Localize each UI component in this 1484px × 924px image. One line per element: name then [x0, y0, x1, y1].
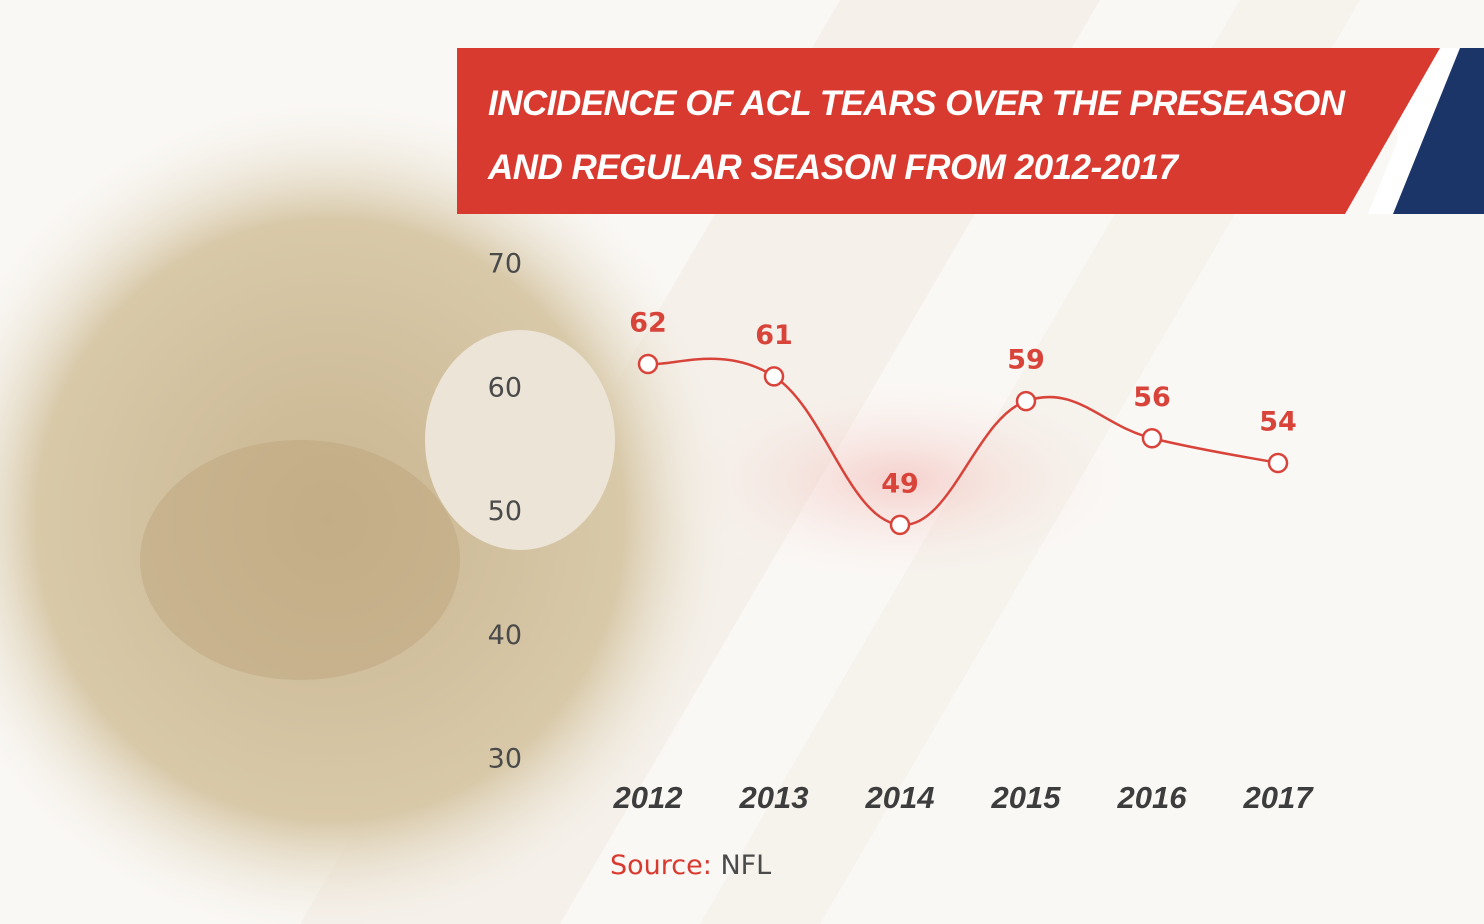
y-tick-label: 50	[488, 496, 522, 527]
data-label: 54	[1259, 407, 1297, 438]
y-tick-label: 30	[488, 744, 522, 775]
x-tick-label: 2017	[1243, 780, 1315, 815]
chart-title: INCIDENCE OF ACL TEARS OVER THE PRESEASO…	[488, 84, 1345, 187]
y-tick-label: 40	[488, 620, 522, 651]
source-name: NFL	[720, 850, 771, 881]
title-banner	[457, 48, 1484, 214]
point	[763, 366, 785, 387]
point	[1267, 452, 1289, 474]
x-tick-label: 2016	[1117, 780, 1188, 815]
x-tick-label: 2013	[739, 780, 809, 815]
y-tick-label: 60	[488, 372, 522, 403]
point	[637, 353, 659, 375]
point	[1141, 428, 1163, 449]
data-label: 61	[755, 320, 793, 351]
point	[1015, 390, 1037, 412]
data-label: 59	[1007, 345, 1045, 376]
point	[889, 514, 911, 536]
x-tick-label: 2012	[613, 780, 683, 815]
background	[0, 0, 1150, 924]
x-tick-label: 2014	[865, 780, 935, 815]
data-label: 56	[1133, 382, 1171, 413]
data-label: 49	[881, 468, 919, 499]
source: Source: NFL	[610, 850, 771, 881]
x-tick-label: 2015	[991, 780, 1062, 815]
source-label: Source:	[610, 850, 712, 881]
y-tick-label: 70	[488, 249, 522, 280]
data-label: 62	[629, 308, 667, 339]
